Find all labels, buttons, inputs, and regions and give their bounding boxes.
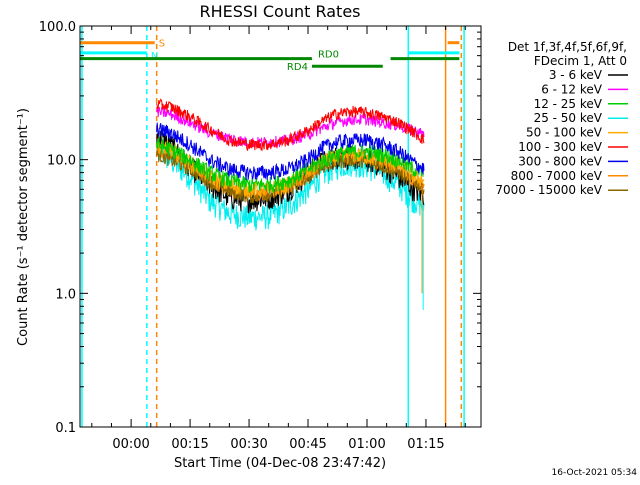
x-tick-label-4: 01:00 — [348, 437, 385, 452]
legend-label-8: 7000 - 15000 keV — [495, 183, 602, 197]
x-tick-label-1: 00:15 — [171, 437, 208, 452]
legend-header-line-1: Det 1f,3f,4f,5f,6f,9f, — [508, 40, 627, 54]
series-line-25-50-kev — [156, 138, 425, 231]
chart-title: RHESSI Count Rates — [200, 2, 361, 21]
y-tick-label-2: 10.0 — [47, 154, 76, 169]
legend-label-3: 25 - 50 keV — [534, 111, 603, 125]
legend-label-4: 50 - 100 keV — [526, 126, 603, 140]
axes: 0.1 1.0 10.0 100.0 00:00 00:15 00:30 00:45 01:00… — [39, 20, 481, 452]
legend-label-2: 12 - 25 keV — [534, 97, 603, 111]
y-tick-label-1: 1.0 — [55, 287, 76, 302]
state-bar-label-rd0: RD0 — [318, 50, 339, 61]
series-line-300-800-kev — [156, 122, 425, 181]
footer-date: 16-Oct-2021 05:34 — [552, 468, 638, 478]
legend-label-6: 300 - 800 keV — [518, 154, 602, 168]
legend: Det 1f,3f,4f,5f,6f,9f, FDecim 1, Att 0 3… — [495, 40, 628, 197]
series-line-100-300-kev — [156, 98, 425, 152]
x-tick-label-2: 00:30 — [230, 437, 267, 452]
x-tick-label-3: 00:45 — [289, 437, 326, 452]
plot-frame — [79, 25, 482, 428]
y-tick-label-0: 0.1 — [55, 421, 76, 436]
legend-header-line-2: FDecim 1, Att 0 — [534, 54, 627, 68]
state-bar-label-rd4: RD4 — [287, 62, 308, 73]
x-tick-label-0: 00:00 — [112, 437, 149, 452]
x-tick-label-5: 01:15 — [407, 437, 444, 452]
series-line-12-25-kev — [156, 136, 425, 194]
legend-label-7: 800 - 7000 keV — [511, 169, 603, 183]
legend-label-5: 100 - 300 keV — [518, 140, 602, 154]
plot-area: SN RD0 RD4 — [80, 26, 465, 427]
x-axis-label: Start Time (04-Dec-08 23:47:42) — [174, 456, 386, 471]
state-bar-label-s: S — [159, 39, 165, 50]
legend-label-0: 3 - 6 keV — [549, 68, 603, 82]
state-bar-label-n: N — [151, 51, 158, 62]
y-tick-label-3: 100.0 — [39, 20, 76, 35]
legend-label-1: 6 - 12 keV — [541, 82, 603, 96]
y-axis-label: Count Rate (s⁻¹ detector segment⁻¹) — [16, 108, 31, 346]
